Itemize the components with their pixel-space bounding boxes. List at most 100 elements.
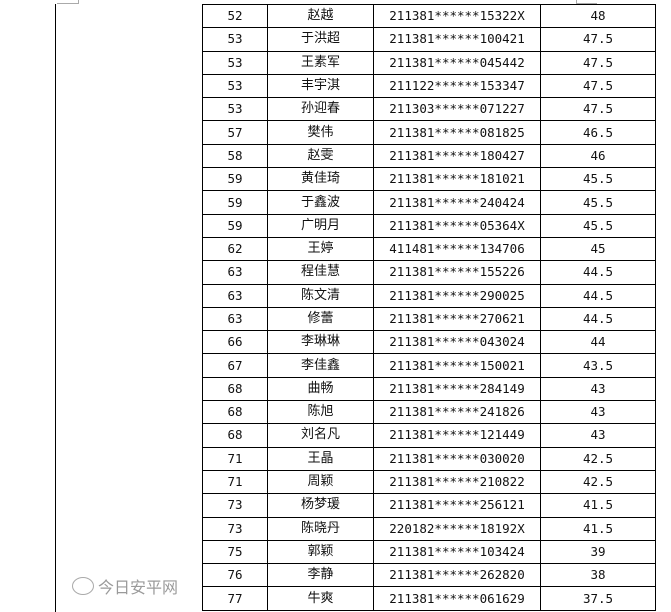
score-cell: 45	[540, 236, 656, 262]
score-cell: 44.5	[540, 306, 656, 332]
table-row: 68 刘名凡 211381******121449 43	[202, 423, 656, 448]
id-cell: 411481******134706	[373, 236, 541, 262]
score-cell: 38	[540, 563, 656, 588]
rank-cell: 75	[202, 539, 268, 565]
table-row: 53 王素军 211381******045442 47.5	[202, 50, 656, 75]
name-cell: 陈文清	[267, 283, 374, 308]
id-cell: 211381******241826	[373, 400, 541, 425]
name-cell: 程佳慧	[267, 260, 374, 285]
score-cell: 39	[540, 539, 656, 565]
id-cell: 211381******043024	[373, 330, 541, 355]
score-cell: 43	[540, 376, 656, 402]
score-cell: 47.5	[540, 73, 656, 99]
score-cell: 47.5	[540, 27, 656, 52]
score-cell: 37.5	[540, 586, 656, 611]
rank-cell: 58	[202, 143, 268, 169]
score-cell: 43.5	[540, 353, 656, 378]
name-cell: 杨梦瑗	[267, 493, 374, 518]
rank-cell: 71	[202, 446, 268, 471]
id-cell: 211381******180427	[373, 143, 541, 169]
id-cell: 211381******100421	[373, 27, 541, 52]
id-cell: 211381******061629	[373, 586, 541, 611]
rank-cell: 67	[202, 353, 268, 378]
score-cell: 45.5	[540, 190, 656, 215]
score-cell: 44	[540, 330, 656, 355]
id-cell: 211381******210822	[373, 469, 541, 495]
name-cell: 李佳鑫	[267, 353, 374, 378]
table-row: 58 赵雯 211381******180427 46	[202, 143, 656, 169]
table-row: 73 杨梦瑗 211381******256121 41.5	[202, 493, 656, 518]
rank-cell: 57	[202, 120, 268, 145]
score-cell: 46.5	[540, 120, 656, 145]
score-cell: 46	[540, 143, 656, 169]
id-cell: 211381******262820	[373, 563, 541, 588]
page-margin-line	[55, 4, 56, 612]
rank-cell: 63	[202, 283, 268, 308]
table-row: 71 周颖 211381******210822 42.5	[202, 469, 656, 495]
table-row: 68 陈旭 211381******241826 43	[202, 400, 656, 425]
table-row: 68 曲畅 211381******284149 43	[202, 376, 656, 402]
rank-cell: 77	[202, 586, 268, 611]
table-row: 66 李琳琳 211381******043024 44	[202, 330, 656, 355]
name-cell: 曲畅	[267, 376, 374, 402]
score-cell: 45.5	[540, 167, 656, 192]
id-cell: 211381******05364X	[373, 213, 541, 238]
name-cell: 周颖	[267, 469, 374, 495]
table-row: 57 樊伟 211381******081825 46.5	[202, 120, 656, 145]
name-cell: 于洪超	[267, 27, 374, 52]
id-cell: 211303******071227	[373, 97, 541, 122]
id-cell: 211381******103424	[373, 539, 541, 565]
id-cell: 211381******15322X	[373, 3, 541, 29]
table-row: 73 陈晓丹 220182******18192X 41.5	[202, 516, 656, 541]
name-cell: 孙迎春	[267, 97, 374, 122]
name-cell: 牛爽	[267, 586, 374, 611]
table-row: 63 陈文清 211381******290025 44.5	[202, 283, 656, 308]
name-cell: 樊伟	[267, 120, 374, 145]
score-cell: 47.5	[540, 97, 656, 122]
wechat-icon	[72, 577, 94, 595]
id-cell: 211381******045442	[373, 50, 541, 75]
name-cell: 陈旭	[267, 400, 374, 425]
rank-cell: 59	[202, 190, 268, 215]
name-cell: 王素军	[267, 50, 374, 75]
table-row: 63 修蕾 211381******270621 44.5	[202, 306, 656, 332]
rank-cell: 63	[202, 260, 268, 285]
name-cell: 刘名凡	[267, 423, 374, 448]
id-cell: 211381******150021	[373, 353, 541, 378]
watermark-text: 今日安平网	[98, 578, 179, 597]
id-cell: 211381******181021	[373, 167, 541, 192]
score-cell: 48	[540, 3, 656, 29]
table-row: 67 李佳鑫 211381******150021 43.5	[202, 353, 656, 378]
score-cell: 47.5	[540, 50, 656, 75]
id-cell: 211381******256121	[373, 493, 541, 518]
table-row: 71 王晶 211381******030020 42.5	[202, 446, 656, 471]
name-cell: 郭颖	[267, 539, 374, 565]
table-row: 63 程佳慧 211381******155226 44.5	[202, 260, 656, 285]
id-cell: 211381******270621	[373, 306, 541, 332]
name-cell: 黄佳琦	[267, 167, 374, 192]
rank-cell: 66	[202, 330, 268, 355]
rank-cell: 53	[202, 27, 268, 52]
score-cell: 42.5	[540, 469, 656, 495]
table-row: 75 郭颖 211381******103424 39	[202, 539, 656, 565]
score-cell: 42.5	[540, 446, 656, 471]
id-cell: 220182******18192X	[373, 516, 541, 541]
score-cell: 44.5	[540, 283, 656, 308]
name-cell: 王晶	[267, 446, 374, 471]
table-row: 59 于鑫波 211381******240424 45.5	[202, 190, 656, 215]
rank-cell: 52	[202, 3, 268, 29]
id-cell: 211381******155226	[373, 260, 541, 285]
table-row: 52 赵越 211381******15322X 48	[202, 3, 656, 29]
table-row: 53 于洪超 211381******100421 47.5	[202, 27, 656, 52]
table-row: 77 牛爽 211381******061629 37.5	[202, 586, 656, 611]
name-cell: 李琳琳	[267, 330, 374, 355]
name-cell: 赵雯	[267, 143, 374, 169]
score-cell: 41.5	[540, 516, 656, 541]
name-cell: 修蕾	[267, 306, 374, 332]
results-table: 52 赵越 211381******15322X 48 53 于洪超 211381*****…	[202, 3, 656, 611]
table-row: 53 丰宇淇 211122******153347 47.5	[202, 73, 656, 99]
margin-corner-mark	[576, 0, 597, 4]
rank-cell: 62	[202, 236, 268, 262]
rank-cell: 71	[202, 469, 268, 495]
rank-cell: 68	[202, 423, 268, 448]
